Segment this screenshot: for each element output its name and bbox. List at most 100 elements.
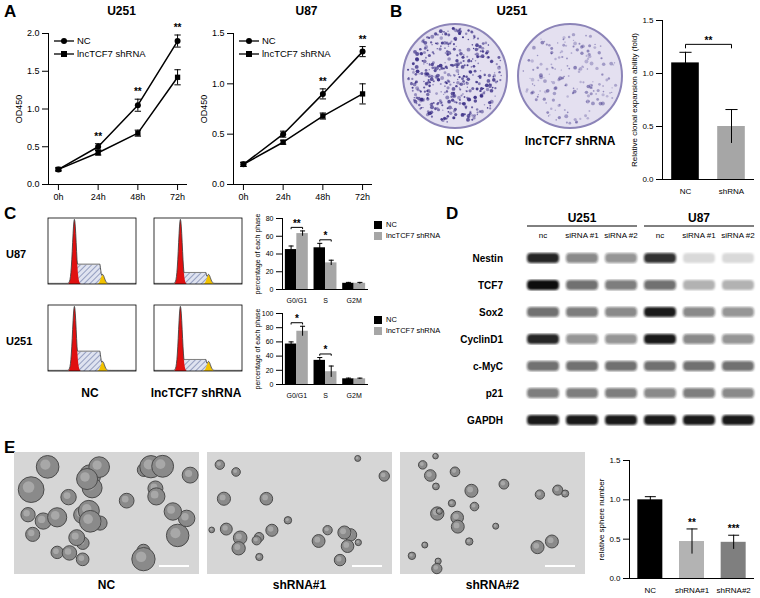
html-text:shRNA#1: shRNA#1 — [272, 578, 327, 592]
html-text:D: D — [446, 204, 459, 223]
svg-text:48h: 48h — [130, 192, 145, 202]
svg-text:siRNA #2: siRNA #2 — [604, 231, 638, 240]
html-text:A: A — [4, 2, 17, 21]
svg-text:U251: U251 — [568, 211, 597, 225]
svg-text:**: ** — [293, 218, 301, 229]
html-text:NC: NC — [81, 386, 99, 400]
svg-text:0.5: 0.5 — [642, 122, 654, 131]
svg-text:percentage of each phase: percentage of each phase — [254, 213, 262, 294]
svg-text:2.0: 2.0 — [27, 28, 40, 38]
svg-text:**: ** — [174, 22, 182, 33]
html-text:U87: U87 — [6, 248, 27, 260]
svg-text:shRNA#2: shRNA#2 — [717, 586, 752, 595]
svg-text:relative sphere number: relative sphere number — [597, 478, 606, 560]
html-text:B: B — [390, 2, 403, 21]
svg-text:0.0: 0.0 — [642, 175, 654, 184]
svg-text:1.0: 1.0 — [212, 79, 225, 89]
svg-text:24h: 24h — [91, 192, 106, 202]
svg-text:72h: 72h — [355, 192, 370, 202]
svg-text:siRNA #1: siRNA #1 — [682, 231, 716, 240]
svg-text:0.0: 0.0 — [212, 179, 225, 189]
svg-text:*: * — [324, 344, 328, 355]
svg-text:shRNA: shRNA — [719, 187, 745, 196]
svg-text:72h: 72h — [170, 192, 185, 202]
svg-text:U87: U87 — [688, 211, 710, 225]
svg-text:nc: nc — [539, 231, 547, 240]
svg-text:S: S — [323, 297, 328, 304]
html-text:shRNA#2: shRNA#2 — [465, 578, 520, 592]
svg-text:S: S — [323, 392, 328, 399]
svg-text:*: * — [295, 313, 299, 324]
html-text:U251: U251 — [496, 3, 528, 18]
html-text:NC: NC — [262, 35, 276, 46]
svg-text:c-MyC: c-MyC — [473, 361, 503, 372]
svg-text:0.0: 0.0 — [27, 179, 40, 189]
svg-text:siRNA #1: siRNA #1 — [565, 231, 599, 240]
svg-text:80: 80 — [266, 215, 274, 222]
html-text:lncTCF7 shRNA: lncTCF7 shRNA — [524, 134, 616, 148]
svg-text:NC: NC — [645, 586, 657, 595]
html-text:NC: NC — [97, 578, 116, 592]
svg-text:Relative clonal expansion abil: Relative clonal expansion ability (fold) — [630, 33, 639, 167]
html-text:lncTCF7 shRNA: lncTCF7 shRNA — [77, 48, 146, 59]
svg-text:0: 0 — [270, 286, 274, 293]
svg-text:1.5: 1.5 — [609, 456, 621, 465]
svg-text:0.5: 0.5 — [212, 129, 225, 139]
svg-text:**: ** — [705, 35, 713, 46]
svg-text:TCF7: TCF7 — [478, 280, 503, 291]
svg-text:nc: nc — [656, 231, 664, 240]
svg-text:NC: NC — [680, 187, 692, 196]
svg-text:0h: 0h — [53, 192, 63, 202]
svg-text:**: ** — [134, 86, 142, 97]
svg-text:GAPDH: GAPDH — [467, 415, 503, 426]
svg-text:20: 20 — [266, 268, 274, 275]
svg-text:1.5: 1.5 — [212, 28, 225, 38]
svg-text:G2M: G2M — [347, 297, 362, 304]
svg-text:0h: 0h — [238, 192, 248, 202]
svg-text:60: 60 — [266, 232, 274, 239]
svg-text:48h: 48h — [315, 192, 330, 202]
svg-text:**: ** — [359, 34, 367, 45]
svg-text:0.5: 0.5 — [27, 142, 40, 152]
svg-text:**: ** — [94, 131, 102, 142]
svg-text:***: *** — [728, 523, 740, 534]
svg-text:40: 40 — [266, 250, 274, 257]
svg-text:G0/G1: G0/G1 — [287, 297, 308, 304]
svg-text:siRNA #2: siRNA #2 — [721, 231, 755, 240]
svg-text:1.5: 1.5 — [27, 66, 40, 76]
svg-text:40: 40 — [266, 352, 274, 359]
svg-text:G0/G1: G0/G1 — [287, 392, 308, 399]
svg-text:G2M: G2M — [347, 392, 362, 399]
svg-text:1.5: 1.5 — [642, 16, 654, 25]
svg-text:*: * — [324, 230, 328, 241]
html-text:U251: U251 — [107, 4, 136, 18]
svg-text:0: 0 — [270, 381, 274, 388]
svg-text:Sox2: Sox2 — [479, 307, 503, 318]
svg-text:**: ** — [688, 517, 696, 528]
svg-text:0.5: 0.5 — [609, 535, 621, 544]
svg-text:100: 100 — [262, 310, 274, 317]
svg-text:percentage of each phase: percentage of each phase — [254, 308, 262, 389]
html-text:C: C — [4, 204, 17, 223]
svg-text:p21: p21 — [486, 388, 504, 399]
html-text:U251: U251 — [6, 335, 33, 347]
svg-text:OD450: OD450 — [14, 95, 24, 124]
svg-text:1.0: 1.0 — [609, 495, 621, 504]
svg-text:Nestin: Nestin — [472, 253, 503, 264]
svg-text:80: 80 — [266, 324, 274, 331]
svg-text:shRNA#1: shRNA#1 — [675, 586, 710, 595]
svg-text:CyclinD1: CyclinD1 — [460, 334, 503, 345]
svg-text:1.0: 1.0 — [642, 69, 654, 78]
html-text:U87: U87 — [295, 4, 318, 18]
svg-text:60: 60 — [266, 338, 274, 345]
svg-text:0.0: 0.0 — [609, 574, 621, 583]
html-text:NC: NC — [77, 35, 91, 46]
svg-text:OD450: OD450 — [199, 95, 209, 124]
svg-text:20: 20 — [266, 367, 274, 374]
html-text:E: E — [4, 438, 16, 457]
html-text:lncTCF7 shRNA: lncTCF7 shRNA — [150, 386, 242, 400]
html-text:NC: NC — [446, 134, 464, 148]
svg-text:1.0: 1.0 — [27, 104, 40, 114]
svg-text:24h: 24h — [276, 192, 291, 202]
svg-text:**: ** — [319, 76, 327, 87]
